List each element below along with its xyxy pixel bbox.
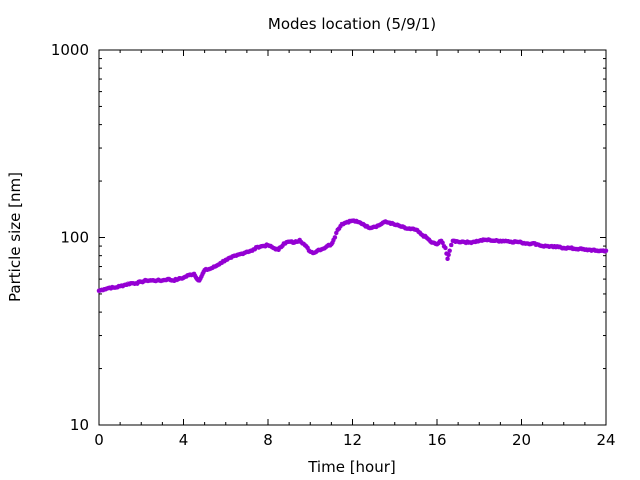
data-point [297, 237, 302, 243]
axes: 0 4 8 12 16 20 24 10 100 1000 [51, 41, 616, 449]
data-point [603, 248, 609, 253]
data-point [331, 237, 336, 243]
data-point [280, 243, 285, 248]
data-point [332, 235, 338, 240]
plot-frame [98, 49, 607, 426]
data-point [200, 271, 205, 277]
data-point [305, 245, 310, 251]
y-tick-label: 1000 [51, 41, 89, 59]
x-tick-label: 12 [343, 431, 362, 449]
data-point [445, 256, 450, 261]
data-point [447, 248, 452, 253]
data-point [449, 242, 454, 248]
data-point [446, 252, 451, 258]
data-point [338, 223, 343, 229]
data-point [436, 241, 441, 246]
data-point [439, 238, 444, 244]
data-point [252, 247, 258, 252]
data-point [199, 274, 204, 279]
data-point [276, 247, 281, 252]
y-tick-label: 10 [70, 416, 89, 434]
x-tick-label: 20 [512, 431, 531, 449]
x-tick-label: 24 [596, 431, 615, 449]
x-tick-label: 4 [179, 431, 189, 449]
data-point [330, 240, 335, 245]
x-tick-label: 8 [263, 431, 273, 449]
data-point [440, 240, 445, 246]
data-point [334, 230, 339, 236]
data-points [96, 218, 609, 293]
x-axis-label: Time [hour] [307, 458, 396, 476]
y-axis-label: Particle size [nm] [6, 172, 24, 302]
x-tick-label: 16 [427, 431, 446, 449]
data-point [198, 276, 203, 281]
data-point [443, 245, 448, 251]
data-point [444, 251, 449, 256]
x-tick-label: 0 [94, 431, 104, 449]
chart-title: Modes location (5/9/1) [268, 15, 436, 33]
y-tick-label: 100 [60, 229, 89, 247]
data-point [336, 226, 342, 231]
